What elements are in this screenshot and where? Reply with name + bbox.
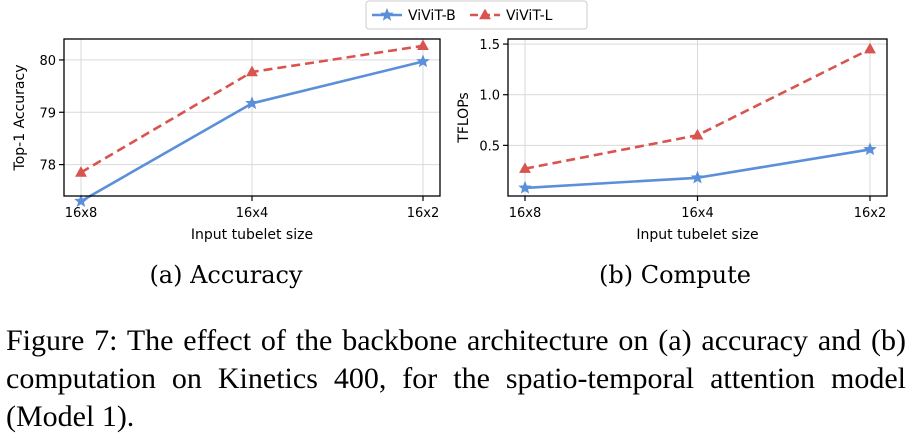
y-tick-label: 80 bbox=[39, 54, 56, 69]
plot-frame bbox=[507, 38, 888, 197]
data-point bbox=[863, 142, 877, 156]
y-axis-label: Top-1 Accuracy bbox=[12, 65, 28, 172]
grid bbox=[508, 39, 887, 196]
figure-canvas: ViViT-B ViViT-L 16x8 16x4 16x2 78 79 80 Input t… bbox=[12, 0, 888, 289]
legend-marker bbox=[380, 7, 394, 21]
series-vivit-b bbox=[518, 142, 877, 194]
y-axis-label: TFLOPs bbox=[456, 92, 472, 143]
subcaption: (a) Accuracy bbox=[149, 261, 303, 289]
data-point bbox=[417, 39, 429, 51]
legend-marker bbox=[479, 8, 491, 20]
legend-label: ViViT-B bbox=[408, 8, 456, 24]
legend: ViViT-B ViViT-L bbox=[365, 0, 588, 30]
y-tick-label: 1.5 bbox=[479, 38, 500, 53]
subcaption: (b) Compute bbox=[599, 261, 751, 289]
y-tick-label: 78 bbox=[39, 159, 56, 174]
data-point bbox=[864, 42, 876, 54]
legend-label: ViViT-L bbox=[506, 8, 553, 24]
chart-compute: 16x8 16x4 16x2 0.5 1.0 1.5 Input tubelet size T… bbox=[456, 38, 888, 289]
plot-frame bbox=[63, 38, 441, 197]
series-vivit-l bbox=[75, 39, 429, 177]
series-vivit-b bbox=[74, 54, 430, 207]
y-tick-label: 79 bbox=[39, 106, 56, 121]
data-point bbox=[690, 170, 705, 184]
x-tick-label: 16x8 bbox=[509, 206, 542, 221]
figure-caption: Figure 7: The effect of the backbone arc… bbox=[6, 324, 906, 433]
legend-entry: ViViT-B bbox=[372, 7, 456, 24]
x-tick-label: 16x2 bbox=[854, 206, 887, 221]
series-vivit-l bbox=[519, 42, 876, 173]
data-point bbox=[245, 96, 259, 110]
data-point bbox=[416, 54, 430, 68]
x-tick-label: 16x4 bbox=[681, 206, 714, 221]
data-point bbox=[519, 162, 531, 173]
y-tick-label: 1.0 bbox=[479, 89, 500, 104]
x-axis-label: Input tubelet size bbox=[636, 227, 758, 243]
data-point bbox=[246, 65, 258, 77]
legend-entry: ViViT-L bbox=[470, 8, 553, 24]
x-tick-label: 16x8 bbox=[65, 206, 98, 221]
x-tick-label: 16x4 bbox=[236, 206, 269, 221]
grid bbox=[64, 39, 440, 196]
data-point bbox=[75, 166, 87, 177]
x-axis-label: Input tubelet size bbox=[191, 227, 313, 243]
data-point bbox=[74, 194, 88, 207]
chart-accuracy: 16x8 16x4 16x2 78 79 80 Input tubelet size Top-… bbox=[12, 38, 441, 289]
x-tick-label: 16x2 bbox=[407, 206, 440, 221]
data-point bbox=[691, 128, 704, 140]
y-tick-label: 0.5 bbox=[479, 139, 500, 154]
data-point bbox=[518, 180, 532, 194]
